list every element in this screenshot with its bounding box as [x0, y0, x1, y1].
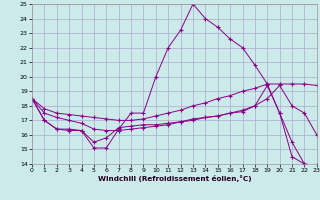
X-axis label: Windchill (Refroidissement éolien,°C): Windchill (Refroidissement éolien,°C) [98, 175, 251, 182]
